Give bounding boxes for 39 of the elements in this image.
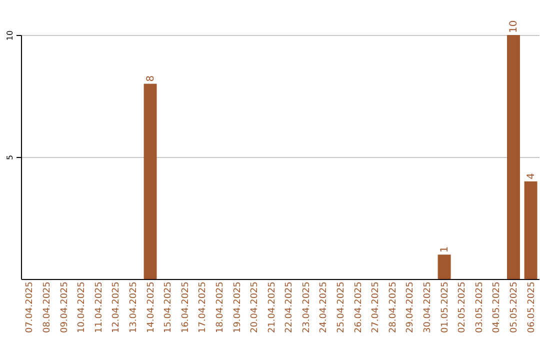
x-tick-label: 14.04.2025 — [146, 282, 156, 334]
x-tick-label: 19.04.2025 — [232, 282, 243, 334]
x-tick-label: 27.04.2025 — [371, 282, 382, 334]
data-label: 1 — [439, 246, 450, 253]
data-label: 4 — [526, 173, 537, 180]
x-tick-label: 30.04.2025 — [423, 282, 434, 334]
x-tick-label: 23.04.2025 — [302, 282, 312, 334]
x-tick-label: 05.05.2025 — [509, 282, 520, 334]
x-tick-label: 10.04.2025 — [77, 282, 88, 334]
x-tick-label: 21.04.2025 — [267, 282, 278, 334]
x-tick-label: 08.04.2025 — [42, 282, 53, 334]
x-tick-label: 03.05.2025 — [474, 282, 485, 334]
x-tick-label: 17.04.2025 — [198, 282, 208, 334]
data-label: 8 — [145, 75, 156, 82]
x-tick-label: 04.05.2025 — [492, 282, 502, 334]
x-tick-label: 29.04.2025 — [406, 282, 416, 334]
x-tick-label: 09.04.2025 — [60, 282, 70, 334]
x-tick-label: 11.04.2025 — [94, 282, 104, 334]
x-tick-label: 20.04.2025 — [250, 282, 260, 334]
x-tick-label: 13.04.2025 — [128, 282, 139, 334]
x-tick-label: 18.04.2025 — [215, 282, 226, 334]
bar — [507, 35, 520, 279]
x-tick-label: 28.04.2025 — [388, 282, 398, 334]
x-tick-label: 26.04.2025 — [354, 282, 364, 334]
data-label: 10 — [508, 20, 520, 33]
x-tick-label: 12.04.2025 — [112, 282, 122, 334]
x-tick-label: 02.05.2025 — [458, 282, 468, 334]
x-tick-label: 07.04.2025 — [25, 282, 36, 334]
x-tick-label: 25.04.2025 — [336, 282, 347, 334]
bar — [524, 181, 538, 279]
x-tick-label: 06.05.2025 — [526, 282, 537, 334]
x-tick-label: 01.05.2025 — [440, 282, 450, 334]
x-tick-label: 24.04.2025 — [319, 282, 330, 334]
bar — [144, 84, 157, 279]
bar — [438, 254, 451, 279]
x-tick-label: 22.04.2025 — [284, 282, 295, 334]
y-tick-label: 5 — [6, 154, 14, 160]
x-tick-label: 16.04.2025 — [180, 282, 191, 334]
x-tick-label: 15.04.2025 — [164, 282, 174, 334]
